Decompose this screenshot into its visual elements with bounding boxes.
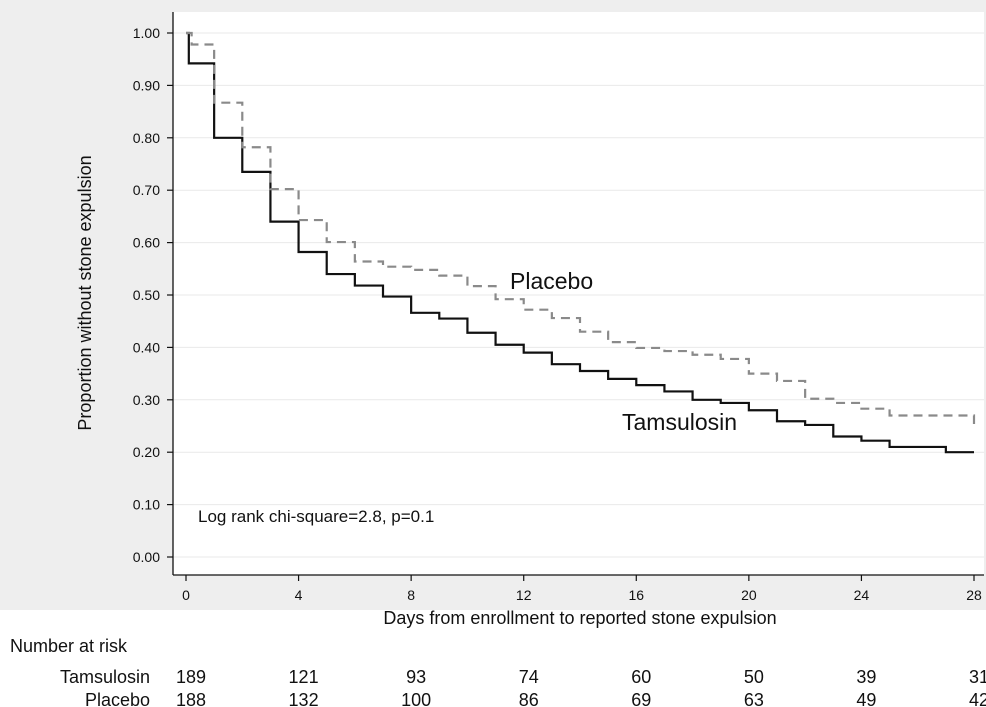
- risk-row-label-placebo: Placebo: [85, 690, 150, 707]
- y-tick-label: 0.70: [133, 182, 160, 198]
- y-tick-label: 0.40: [133, 339, 160, 355]
- gridlines: [173, 32, 984, 558]
- risk-value-placebo: 100: [401, 690, 431, 707]
- risk-value-tamsulosin: 74: [519, 667, 539, 687]
- risk-value-tamsulosin: 31: [969, 667, 986, 687]
- risk-value-tamsulosin: 121: [289, 667, 319, 687]
- x-axis-ticks: 0 4 8 12 16 20 24 28: [182, 575, 982, 603]
- x-tick-label: 0: [182, 587, 190, 603]
- y-tick-label: 0.60: [133, 235, 160, 251]
- y-tick-label: 0.80: [133, 130, 160, 146]
- y-tick-label: 0.20: [133, 444, 160, 460]
- risk-value-tamsulosin: 93: [406, 667, 426, 687]
- risk-table-title: Number at risk: [10, 636, 128, 656]
- risk-value-placebo: 132: [289, 690, 319, 707]
- y-tick-label: 1.00: [133, 25, 160, 41]
- risk-value-placebo: 63: [744, 690, 764, 707]
- x-tick-label: 28: [966, 587, 982, 603]
- risk-value-placebo: 49: [856, 690, 876, 707]
- risk-row-label-tamsulosin: Tamsulosin: [60, 667, 150, 687]
- y-tick-label: 0.30: [133, 392, 160, 408]
- risk-value-tamsulosin: 60: [631, 667, 651, 687]
- risk-value-placebo: 69: [631, 690, 651, 707]
- x-axis-label: Days from enrollment to reported stone e…: [383, 608, 776, 628]
- risk-value-tamsulosin: 50: [744, 667, 764, 687]
- survival-curves: [186, 31, 976, 454]
- risk-value-placebo: 188: [176, 690, 206, 707]
- y-axis-label: Proportion without stone expulsion: [75, 155, 95, 430]
- y-tick-label: 0.10: [133, 497, 160, 513]
- y-tick-label: 0.90: [133, 77, 160, 93]
- x-tick-label: 24: [854, 587, 870, 603]
- y-tick-label: 0.50: [133, 287, 160, 303]
- risk-value-placebo: 42: [969, 690, 986, 707]
- curve-label-placebo: Placebo: [510, 268, 593, 294]
- x-tick-label: 20: [741, 587, 757, 603]
- x-tick-label: 4: [295, 587, 303, 603]
- risk-value-tamsulosin: 189: [176, 667, 206, 687]
- risk-value-placebo: 86: [519, 690, 539, 707]
- km-curve-tamsulosin: [186, 31, 974, 454]
- x-tick-label: 8: [407, 587, 415, 603]
- risk-table-values: 189 121 93 74 60 50 39 31 188 132 100 86 69 63 49 42: [176, 667, 986, 707]
- curve-label-tamsulosin: Tamsulosin: [622, 409, 737, 435]
- y-axis-ticks: 0.00 0.10 0.20 0.30 0.40 0.50 0.60 0.70 0.80 0.90…: [133, 25, 173, 565]
- x-tick-label: 12: [516, 587, 532, 603]
- plot-area: [173, 12, 984, 575]
- y-tick-label: 0.00: [133, 549, 160, 565]
- logrank-annotation: Log rank chi-square=2.8, p=0.1: [198, 507, 434, 526]
- x-tick-label: 16: [628, 587, 644, 603]
- km-curve-placebo: [186, 31, 976, 426]
- risk-value-tamsulosin: 39: [856, 667, 876, 687]
